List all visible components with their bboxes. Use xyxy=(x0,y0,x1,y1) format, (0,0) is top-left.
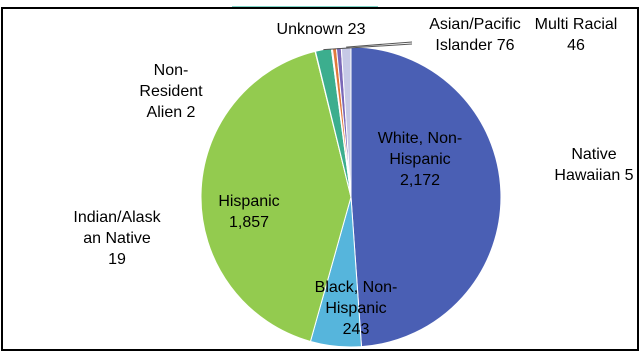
slice-white-non-hispanic xyxy=(350,46,502,348)
leader-line-multi-racial xyxy=(346,41,413,48)
leader-lines xyxy=(323,41,413,51)
slice-hispanic xyxy=(200,50,352,343)
data-label-multi-racial: Multi Racial 46 xyxy=(535,16,618,54)
data-label-non-resident-alien: Non-Resident Alien 2 xyxy=(139,62,203,121)
data-label-indian-alaskan-native: Indian/Alask an Native 19 xyxy=(73,209,161,268)
pie-slices xyxy=(200,46,502,348)
data-label-unknown: Unknown 23 xyxy=(277,21,366,38)
top-edge-strip xyxy=(232,0,378,7)
data-labels: White, Non-Hispanic 2,172 Black, Non-Hispa… xyxy=(73,16,633,338)
data-label-asian-pacific-islander: Asian/Pacific Islander 76 xyxy=(429,16,521,54)
data-label-white-non-hispanic: White, Non-Hispanic 2,172 xyxy=(378,130,462,189)
data-label-black-non-hispanic: Black, Non-Hispanic 243 xyxy=(315,279,398,338)
leader-line-asian-pacific-islander xyxy=(323,43,413,51)
data-label-native-hawaiian: Native Hawaiian 5 xyxy=(554,146,633,184)
data-label-hispanic: Hispanic 1,857 xyxy=(218,193,279,231)
